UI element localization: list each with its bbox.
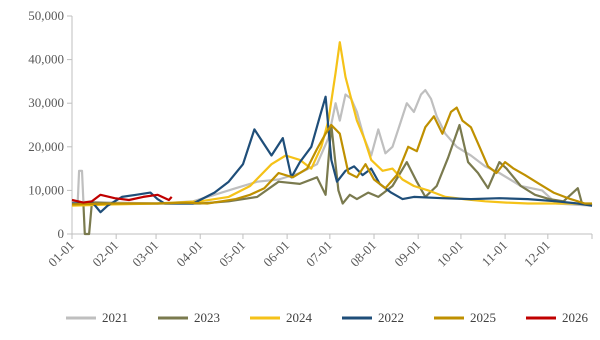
x-tick-label: 05-01 (216, 238, 248, 270)
legend-label: 2021 (102, 310, 128, 325)
x-tick-label: 09-01 (391, 238, 423, 270)
x-tick-label: 11-01 (478, 238, 510, 270)
x-tick-label: 02-01 (89, 238, 121, 270)
x-tick-label: 12-01 (521, 238, 553, 270)
x-tick-label: 10-01 (434, 238, 466, 270)
legend-label: 2026 (562, 310, 589, 325)
y-tick-label: 30,000 (28, 95, 64, 110)
x-tick-label: 07-01 (303, 238, 335, 270)
y-tick-label: 50,000 (28, 8, 64, 23)
series-line-2026 (71, 193, 173, 204)
x-tick-label: 04-01 (173, 238, 205, 270)
series-line-2023 (72, 123, 593, 236)
x-tick-label: 08-01 (347, 238, 379, 270)
y-tick-label: 10,000 (28, 182, 64, 197)
y-axis: 0 10,000 20,000 30,000 40,000 50,000 (28, 8, 73, 241)
x-tick-label: 03-01 (129, 238, 161, 270)
x-tick-label: 01-01 (45, 238, 77, 270)
y-tick-label: 40,000 (28, 52, 64, 67)
legend-item-2023: 2023 (158, 310, 220, 325)
series-line-2025 (71, 106, 592, 206)
y-tick-label: 0 (58, 226, 65, 241)
legend-item-2025: 2025 (434, 310, 496, 325)
legend-label: 2023 (194, 310, 220, 325)
legend-item-2022: 2022 (342, 310, 404, 325)
y-tick-label: 20,000 (28, 139, 64, 154)
legend-item-2026: 2026 (526, 310, 589, 325)
legend-item-2024: 2024 (250, 310, 313, 325)
series-line-2021 (71, 89, 593, 207)
series-line-2024 (71, 41, 593, 207)
series-lines (71, 41, 593, 236)
legend: 2021 2023 2024 2022 2025 2026 (66, 310, 589, 325)
x-axis: 01-01 02-01 03-01 04-01 05-01 06-01 07-01 08-01… (45, 233, 593, 270)
legend-item-2021: 2021 (66, 310, 128, 325)
x-tick-label: 06-01 (260, 238, 292, 270)
legend-label: 2025 (470, 310, 496, 325)
legend-label: 2022 (378, 310, 404, 325)
legend-label: 2024 (286, 310, 313, 325)
